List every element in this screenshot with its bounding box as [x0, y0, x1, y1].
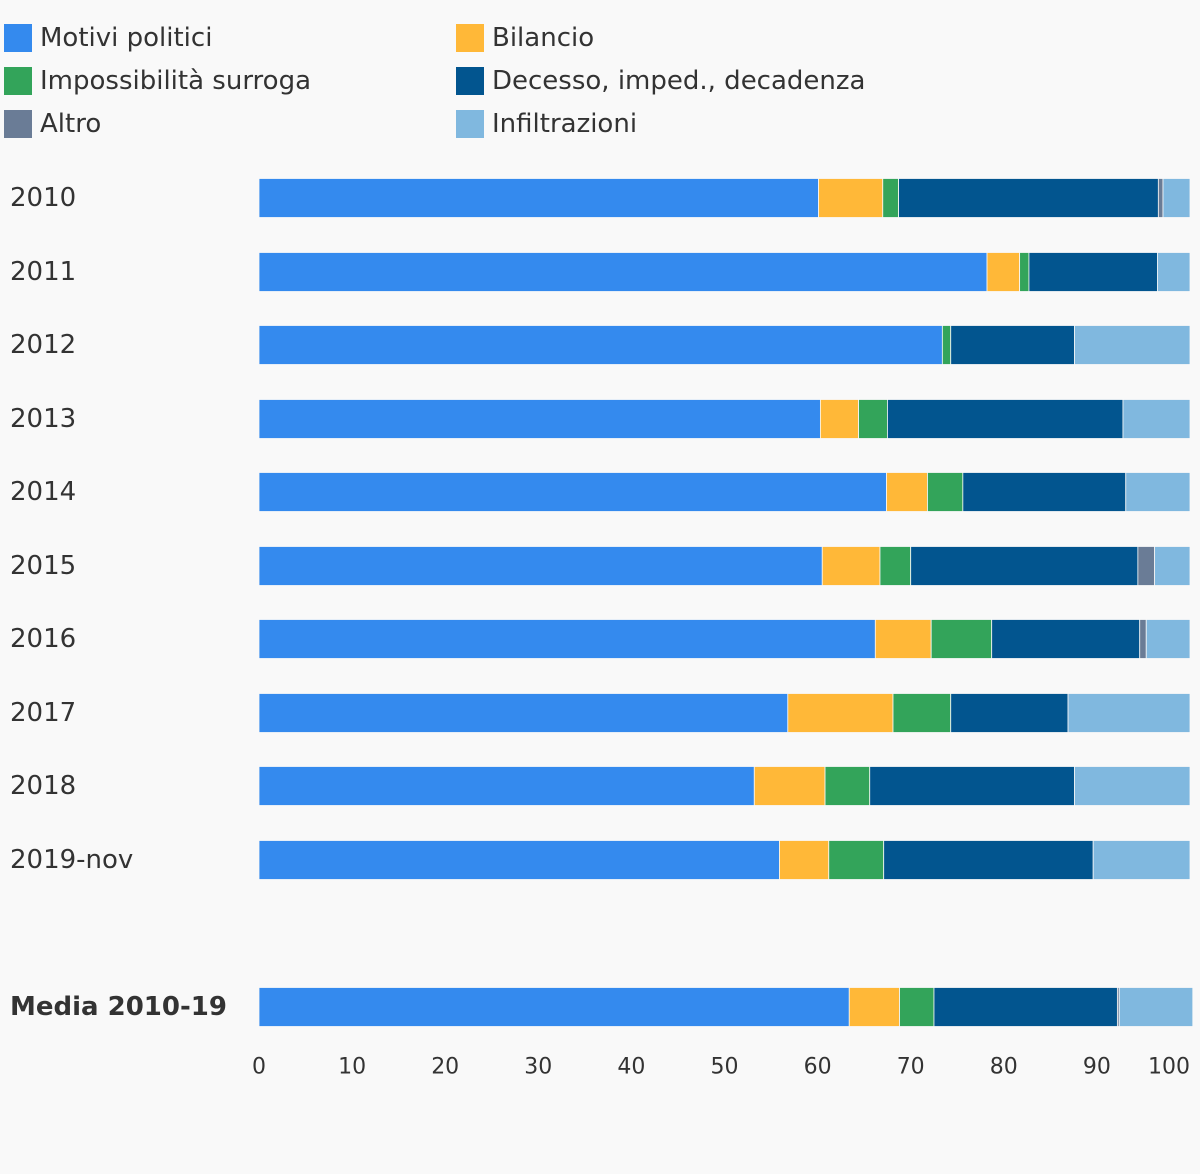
bar-segment: [1019, 252, 1030, 292]
category-label: Media 2010-19: [10, 992, 227, 1022]
x-tick-label: 90: [1083, 1055, 1111, 1080]
bar-segment: [258, 472, 887, 512]
category-label: 2013: [10, 404, 76, 434]
bar-segment: [930, 619, 993, 659]
bar-segment: [819, 399, 859, 439]
bar-segment: [1092, 840, 1191, 880]
legend-item: Bilancio: [456, 23, 594, 53]
bar-segment: [1074, 766, 1191, 806]
x-tick-label: 100: [1148, 1055, 1190, 1080]
category-label: 2016: [10, 624, 76, 654]
bar-segment: [1137, 546, 1156, 586]
bar-segment: [818, 178, 884, 218]
bar-segment: [258, 840, 780, 880]
bar-segment: [1118, 987, 1194, 1027]
bar-segment: [887, 399, 1124, 439]
legend-swatch: [4, 110, 32, 138]
legend-label: Motivi politici: [40, 23, 213, 53]
legend-label: Altro: [40, 109, 102, 139]
bar-segment: [886, 472, 928, 512]
category-label: 2014: [10, 477, 76, 507]
bar-segment: [910, 546, 1139, 586]
bar-segment: [1125, 472, 1191, 512]
bar-segment: [883, 840, 1094, 880]
x-tick-label: 50: [711, 1055, 739, 1080]
bar-segment: [258, 987, 850, 1027]
bar-segment: [1145, 619, 1191, 659]
bar-segment: [991, 619, 1141, 659]
bar-segment: [950, 693, 1069, 733]
bar-segment: [869, 766, 1075, 806]
bar-segment: [848, 987, 900, 1027]
x-tick-label: 30: [524, 1055, 552, 1080]
x-tick-label: 40: [617, 1055, 645, 1080]
category-label: 2018: [10, 771, 76, 801]
x-tick-label: 60: [804, 1055, 832, 1080]
bar-segment: [258, 178, 819, 218]
category-label: 2017: [10, 698, 76, 728]
legend-label: Bilancio: [492, 23, 595, 53]
bar-segment: [779, 840, 830, 880]
bar-segment: [1157, 252, 1191, 292]
bar-segment: [899, 987, 935, 1027]
legend-item: Impossibilità surroga: [4, 66, 311, 96]
bar-segment: [1162, 178, 1191, 218]
bar-segment: [821, 546, 881, 586]
legend-item: Altro: [4, 109, 101, 139]
bar-segment: [258, 252, 988, 292]
legend-label: Impossibilità surroga: [40, 66, 312, 96]
bar-segment: [882, 178, 899, 218]
category-label: 2011: [10, 257, 76, 287]
bar-segment: [258, 399, 821, 439]
legend-label: Infiltrazioni: [492, 109, 638, 139]
legend-swatch: [456, 67, 484, 95]
bar-segment: [258, 325, 943, 365]
category-label: 2012: [10, 330, 76, 360]
bar-segment: [1074, 325, 1191, 365]
category-label: 2010: [10, 183, 76, 213]
bar-segment: [1122, 399, 1191, 439]
legend-item: Decesso, imped., decadenza: [456, 66, 865, 96]
bar-segment: [962, 472, 1127, 512]
x-tick-label: 70: [897, 1055, 925, 1080]
bar-segment: [950, 325, 1075, 365]
bar-segment: [787, 693, 894, 733]
bar-segment: [258, 766, 755, 806]
x-tick-label: 80: [990, 1055, 1018, 1080]
bar-segment: [986, 252, 1021, 292]
legend-item: Infiltrazioni: [456, 109, 637, 139]
bar-segment: [898, 178, 1159, 218]
legend-swatch: [4, 24, 32, 52]
bar-segment: [874, 619, 932, 659]
bar-segment: [258, 693, 789, 733]
x-tick-label: 10: [338, 1055, 366, 1080]
bar-segment: [892, 693, 952, 733]
bar-segment: [1139, 619, 1147, 659]
legend-label: Decesso, imped., decadenza: [492, 66, 866, 96]
x-tick-label: 20: [431, 1055, 459, 1080]
x-tick-label: 0: [252, 1055, 266, 1080]
category-label: 2019-nov: [10, 845, 133, 875]
category-label: 2015: [10, 551, 76, 581]
bar-segment: [941, 325, 952, 365]
bar-segment: [858, 399, 888, 439]
bar-segment: [1154, 546, 1191, 586]
legend-swatch: [456, 24, 484, 52]
legend-item: Motivi politici: [4, 23, 212, 53]
bar-segment: [879, 546, 912, 586]
bar-segment: [1157, 178, 1164, 218]
chart-legend: Motivi politici Bilancio Impossibilità sur…: [0, 0, 1200, 150]
bar-segment: [927, 472, 964, 512]
bar-segment: [1067, 693, 1191, 733]
bar-segment: [753, 766, 826, 806]
bar-segment: [824, 766, 871, 806]
bar-segment: [258, 619, 876, 659]
legend-swatch: [456, 110, 484, 138]
bar-segment: [828, 840, 885, 880]
legend-swatch: [4, 67, 32, 95]
bar-segment: [933, 987, 1118, 1027]
bar-segment: [1028, 252, 1158, 292]
bar-segment: [258, 546, 823, 586]
